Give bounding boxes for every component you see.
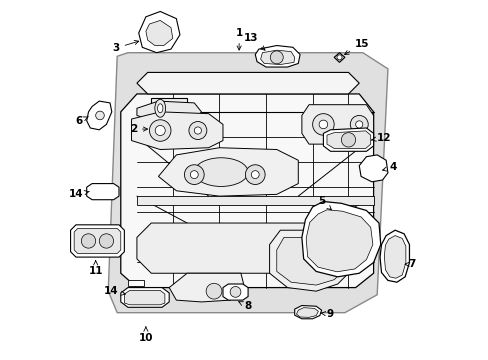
Circle shape — [349, 116, 367, 134]
Polygon shape — [269, 230, 351, 291]
Polygon shape — [255, 45, 300, 67]
Polygon shape — [137, 72, 359, 94]
Polygon shape — [128, 280, 144, 286]
Text: 3: 3 — [112, 40, 139, 53]
Polygon shape — [359, 155, 387, 182]
Circle shape — [355, 121, 362, 128]
Polygon shape — [169, 273, 244, 302]
Polygon shape — [145, 21, 172, 45]
Polygon shape — [139, 12, 180, 53]
Polygon shape — [74, 228, 121, 253]
Polygon shape — [124, 291, 164, 305]
Polygon shape — [223, 284, 247, 300]
Polygon shape — [276, 237, 344, 285]
Circle shape — [188, 122, 206, 139]
Polygon shape — [121, 288, 169, 307]
Text: 13: 13 — [243, 33, 264, 50]
Polygon shape — [379, 230, 408, 282]
Polygon shape — [137, 223, 359, 273]
Ellipse shape — [157, 104, 163, 113]
Text: 1: 1 — [235, 28, 242, 50]
Polygon shape — [305, 210, 372, 272]
Ellipse shape — [251, 171, 259, 179]
Text: 14: 14 — [103, 286, 125, 296]
Polygon shape — [108, 53, 387, 313]
Polygon shape — [158, 148, 298, 196]
Circle shape — [149, 120, 171, 141]
Polygon shape — [151, 98, 187, 119]
Text: 6: 6 — [76, 116, 88, 126]
Circle shape — [336, 55, 341, 60]
Circle shape — [230, 287, 241, 297]
Ellipse shape — [155, 99, 165, 117]
Text: 5: 5 — [317, 196, 331, 210]
Polygon shape — [260, 50, 294, 64]
Polygon shape — [131, 112, 223, 149]
Ellipse shape — [190, 171, 198, 179]
Circle shape — [99, 234, 113, 248]
Circle shape — [270, 51, 283, 64]
Polygon shape — [326, 131, 370, 148]
Ellipse shape — [194, 158, 247, 186]
Circle shape — [319, 120, 327, 129]
Polygon shape — [70, 225, 124, 257]
Text: 12: 12 — [371, 133, 391, 143]
Polygon shape — [296, 308, 318, 318]
Polygon shape — [323, 128, 373, 151]
Circle shape — [341, 133, 355, 147]
Text: 10: 10 — [139, 327, 153, 343]
Circle shape — [194, 127, 201, 134]
Polygon shape — [333, 53, 344, 62]
Circle shape — [81, 234, 96, 248]
Text: 7: 7 — [404, 259, 415, 269]
Polygon shape — [137, 196, 373, 205]
Polygon shape — [301, 202, 380, 277]
Circle shape — [96, 111, 104, 120]
Circle shape — [312, 114, 333, 135]
Polygon shape — [384, 235, 405, 278]
Ellipse shape — [184, 165, 203, 184]
Text: 9: 9 — [320, 309, 333, 319]
Polygon shape — [121, 94, 373, 288]
Polygon shape — [294, 306, 321, 319]
Text: 4: 4 — [382, 162, 396, 172]
Circle shape — [155, 126, 165, 135]
Text: 11: 11 — [88, 261, 102, 276]
Ellipse shape — [245, 165, 264, 184]
Polygon shape — [301, 105, 373, 144]
Circle shape — [206, 283, 222, 299]
Text: 14: 14 — [69, 189, 89, 199]
Polygon shape — [137, 101, 201, 123]
Text: 2: 2 — [129, 124, 147, 134]
Polygon shape — [86, 184, 119, 200]
Polygon shape — [86, 101, 112, 130]
Text: 15: 15 — [344, 40, 369, 54]
Text: 8: 8 — [238, 301, 251, 311]
